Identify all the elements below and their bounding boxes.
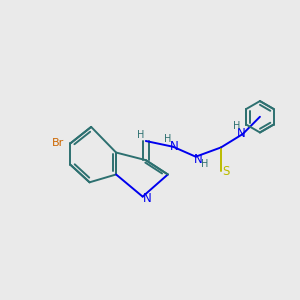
Text: N: N [170,140,179,153]
Text: N: N [143,192,152,205]
Text: H: H [201,159,208,169]
Text: N: N [194,153,202,166]
Text: S: S [222,165,229,178]
Text: H: H [137,130,144,140]
Text: H: H [164,134,171,144]
Text: Br: Br [52,138,64,148]
Text: N: N [237,127,246,140]
Text: H: H [232,122,240,131]
